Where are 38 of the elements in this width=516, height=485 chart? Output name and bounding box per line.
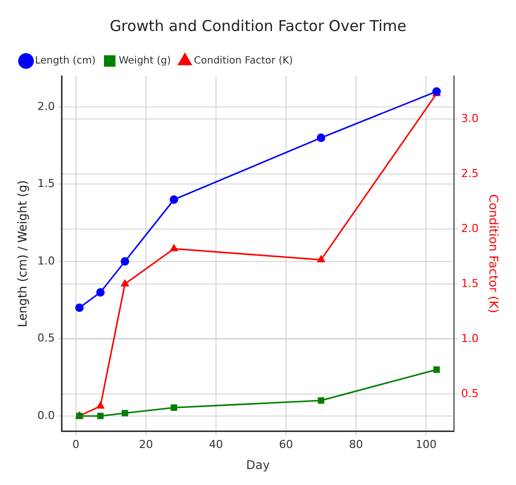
y-tick-label: 0.0	[37, 408, 55, 422]
legend-label: Weight (g)	[118, 56, 171, 67]
y-tick-label: 0.5	[37, 332, 55, 345]
x-tick-label: 20	[138, 438, 153, 451]
y2-axis-title: Condition Factor (K)	[486, 194, 501, 314]
point	[75, 304, 84, 312]
point	[122, 410, 128, 416]
y2-tick-label: 0.5	[461, 386, 479, 400]
point	[170, 244, 178, 252]
point	[96, 402, 104, 409]
point	[170, 404, 178, 411]
y2-tick-label: 2.5	[461, 166, 479, 180]
y2-tick-label: 1.0	[461, 332, 479, 345]
point	[121, 280, 129, 286]
point	[317, 256, 325, 262]
point	[318, 397, 324, 404]
point	[170, 195, 178, 204]
legend-label: Condition Factor (K)	[194, 56, 294, 67]
y-tick-label: 1.5	[37, 177, 55, 190]
point	[96, 288, 105, 297]
x-tick-label: 60	[279, 438, 294, 451]
point	[316, 134, 326, 142]
y-axis-title: Length (cm) / Weight (g)	[15, 180, 30, 328]
point	[120, 257, 130, 266]
y-tick-label: 1.0	[37, 254, 55, 268]
x-tick-label: 0	[72, 438, 80, 451]
y2-tick-label: 1.5	[461, 276, 479, 290]
point	[433, 366, 440, 373]
y2-tick-label: 2.0	[461, 222, 479, 235]
chart-title: Growth and Condition Factor Over Time	[110, 16, 406, 35]
y2-tick-label: 3.0	[461, 112, 479, 125]
legend-label: Length (cm)	[35, 56, 96, 67]
x-tick-label: 80	[349, 438, 364, 451]
x-tick-label: 100	[416, 438, 437, 451]
y-tick-label: 2.0	[37, 100, 55, 113]
x-tick-label: 40	[208, 438, 223, 451]
point	[97, 412, 104, 420]
x-axis-title: Day	[246, 458, 270, 472]
